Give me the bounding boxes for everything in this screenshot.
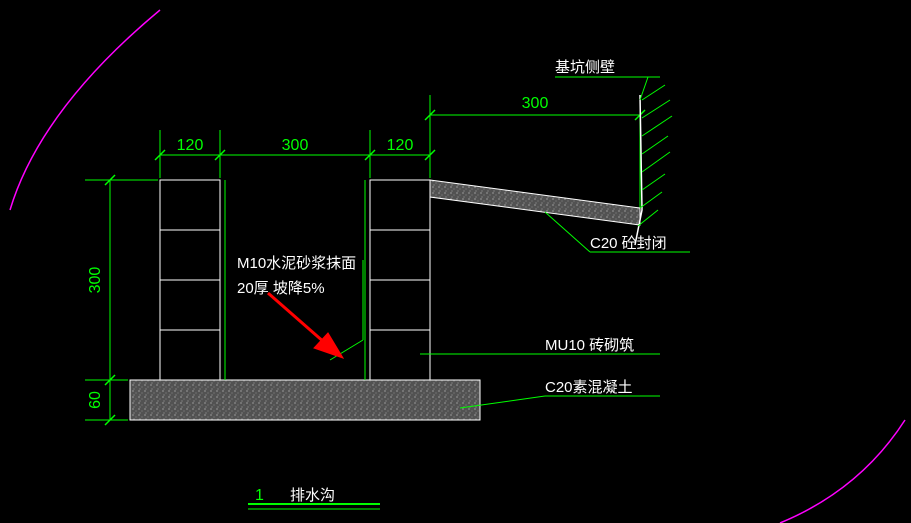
label-base: C20素混凝土 [545,379,633,396]
label-brick: MU10 砖砌筑 [545,337,634,354]
svg-text:1: 1 [255,487,264,504]
leader-seal-d [545,212,590,252]
svg-text:排水沟: 排水沟 [290,487,335,504]
pit-wall [635,85,672,245]
seal-strip [430,180,640,225]
dim-top-channel: 300 [282,137,309,154]
dim-top-gap: 300 [522,95,549,112]
brick-wall-right [370,180,430,380]
boundary-curve-bottom [780,420,905,523]
dim-top-wall-left: 120 [177,137,204,154]
label-pit-wall: 基坑侧壁 [555,59,615,76]
label-mortar-a: M10水泥砂浆抹面 [237,254,356,272]
drawing-title: 1 排水沟 [248,487,380,509]
brick-wall-left [160,180,220,380]
concrete-base [130,380,480,420]
label-seal: C20 砼封闭 [590,235,667,252]
dim-top-wall-right: 120 [387,137,414,154]
label-mortar-b: 20厚 坡降5% [237,280,325,297]
dim-side-base: 60 [87,391,104,409]
red-arrow-icon [268,293,343,358]
dim-side-channel: 300 [87,267,104,294]
top-dimensions: 120 300 120 300 [155,95,645,210]
cad-drawing: 120 300 120 300 300 60 [0,0,911,523]
